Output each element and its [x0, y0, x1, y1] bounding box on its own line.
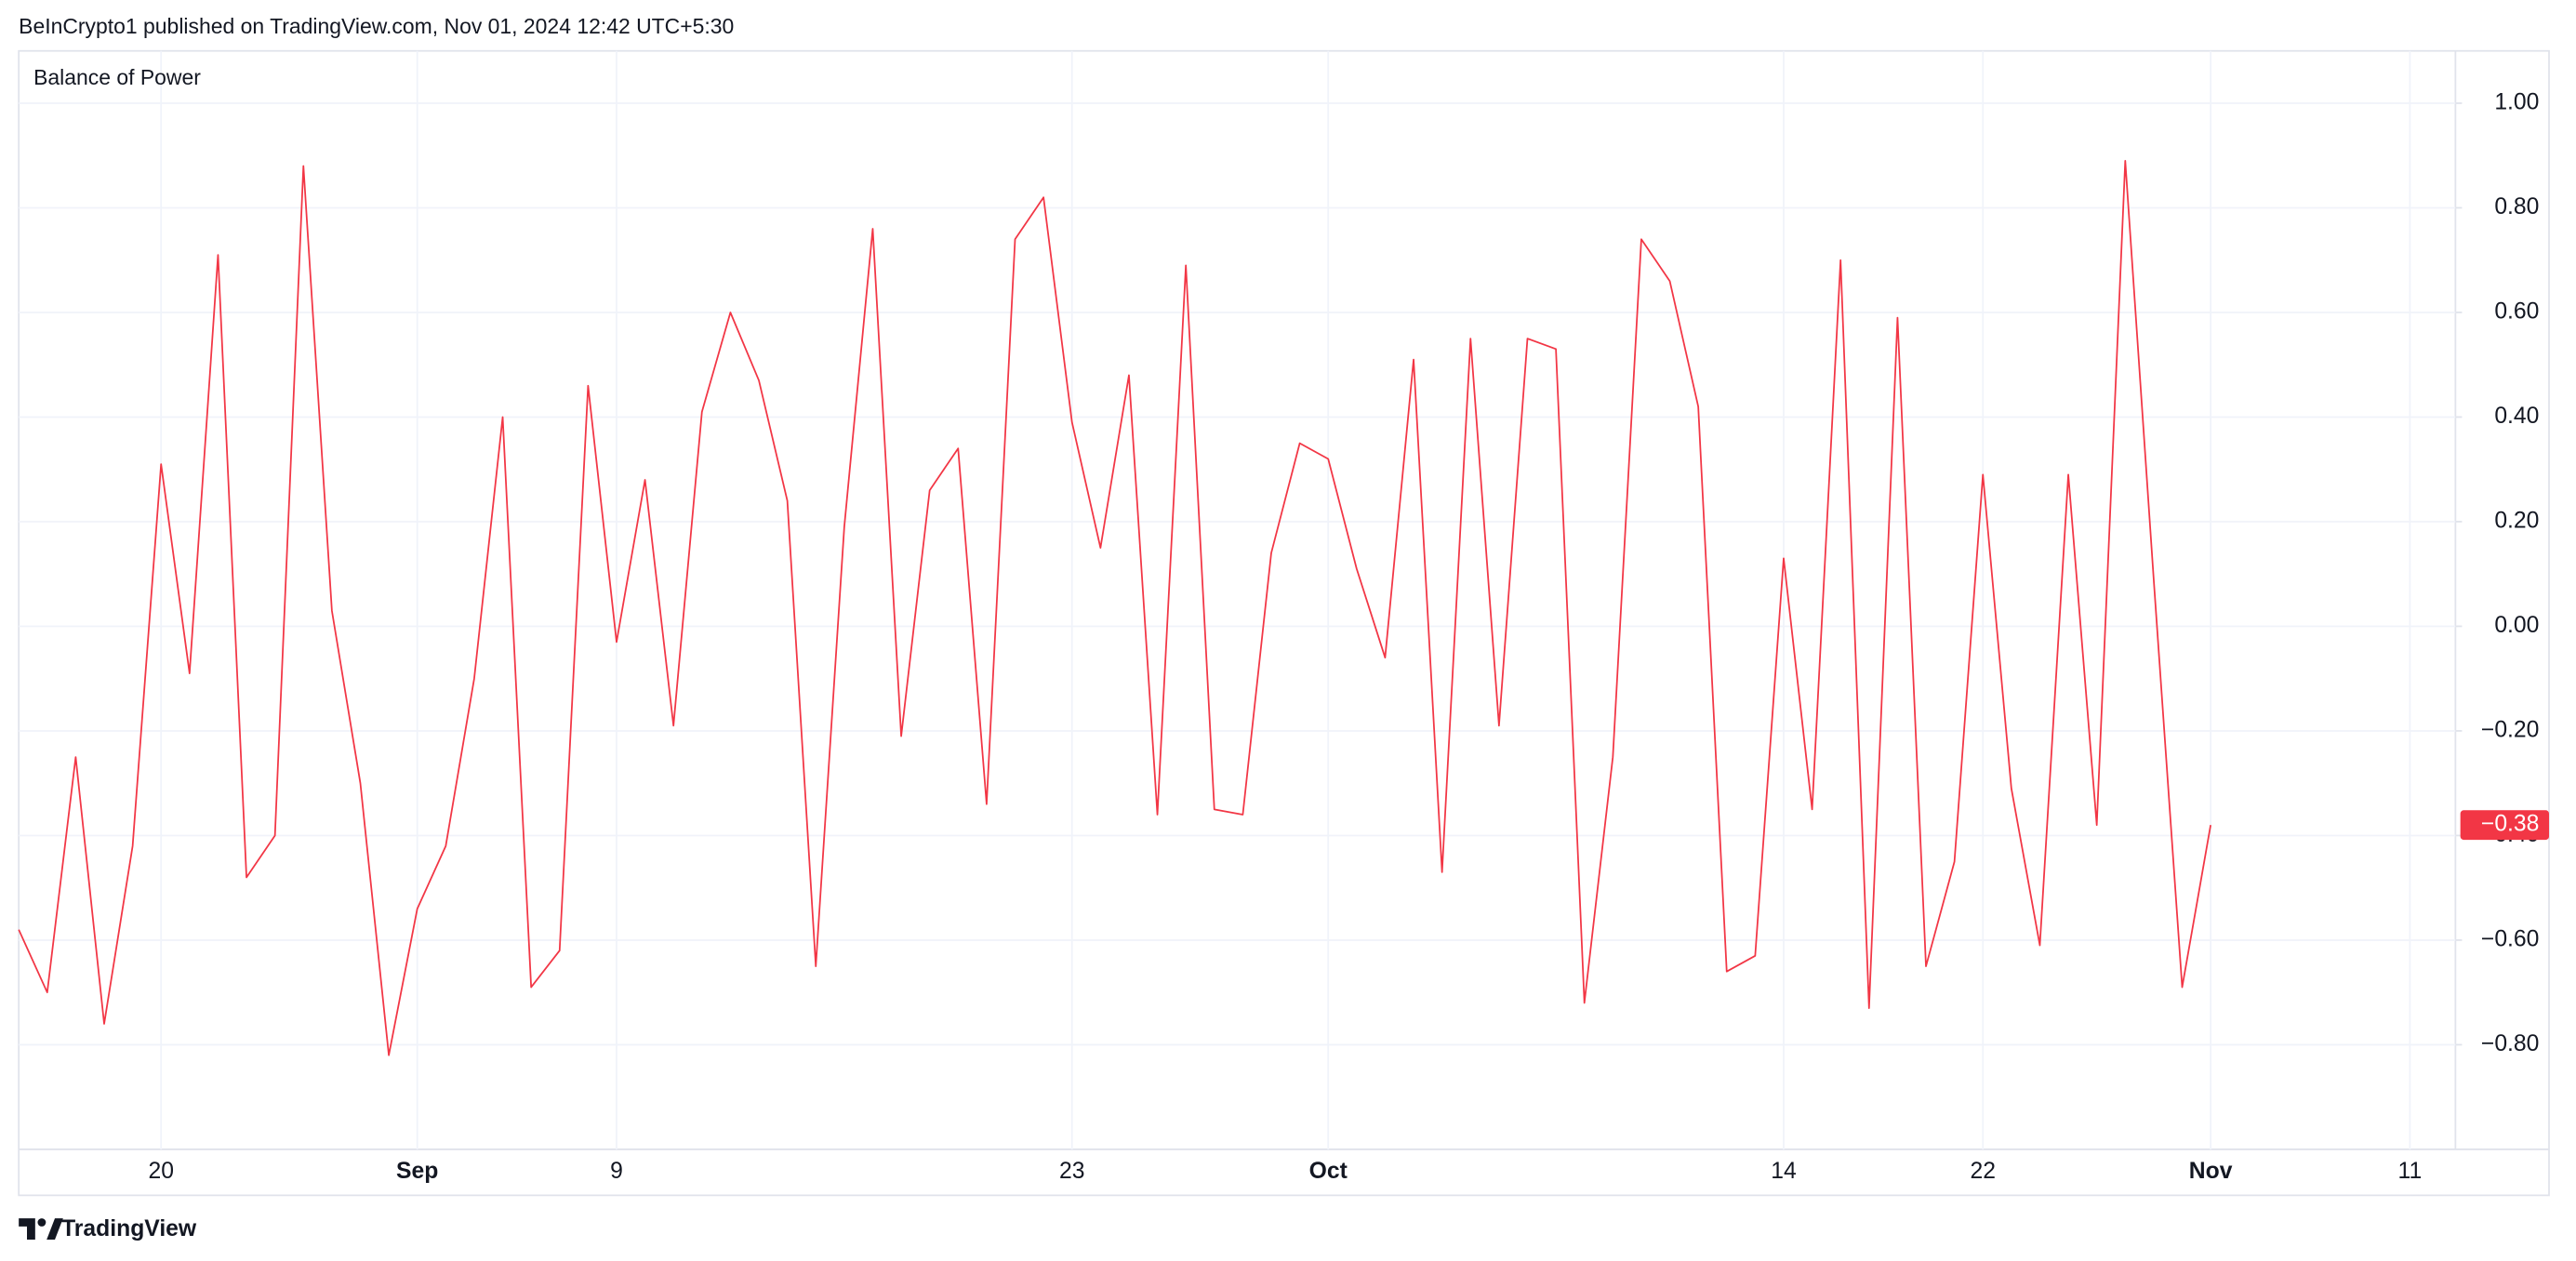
y-tick-label: −0.60: [2481, 926, 2540, 951]
x-tick-label: Nov: [2189, 1159, 2233, 1184]
x-tick-label: 22: [1970, 1159, 1995, 1184]
chart-frame: [18, 49, 2550, 1197]
publisher-line: BeInCrypto1 published on TradingView.com…: [19, 14, 734, 38]
indicator-name: Balance of Power: [33, 65, 201, 89]
last-value-badge: [2460, 810, 2549, 841]
grid: [19, 50, 2456, 1149]
x-tick-label: 14: [1771, 1159, 1797, 1184]
brand-name: TradingView: [61, 1216, 197, 1241]
y-tick-label: 0.00: [2494, 613, 2539, 638]
y-tick-label: 0.60: [2494, 299, 2539, 325]
plot: [18, 159, 2211, 1056]
axes: 1.000.800.600.400.200.00−0.20−0.40−0.60−…: [148, 90, 2549, 1184]
last-value-label: −0.38: [2481, 812, 2540, 837]
x-tick-label: 23: [1059, 1159, 1084, 1184]
y-tick-label: −0.20: [2481, 717, 2540, 742]
line-series: [18, 159, 2211, 1056]
y-tick-label: 0.80: [2494, 194, 2539, 219]
y-tick-label: 0.40: [2494, 404, 2539, 429]
y-tick-label: 1.00: [2494, 90, 2539, 115]
x-tick-label: 11: [2398, 1159, 2423, 1184]
y-tick-label: 0.20: [2494, 508, 2539, 533]
y-tick-label: −0.80: [2481, 1031, 2540, 1056]
brand-logo: [19, 1218, 63, 1241]
x-tick-label: 20: [148, 1159, 173, 1184]
x-tick-label: 9: [610, 1159, 623, 1184]
x-tick-label: Sep: [396, 1159, 438, 1184]
x-tick-label: Oct: [1309, 1159, 1348, 1184]
